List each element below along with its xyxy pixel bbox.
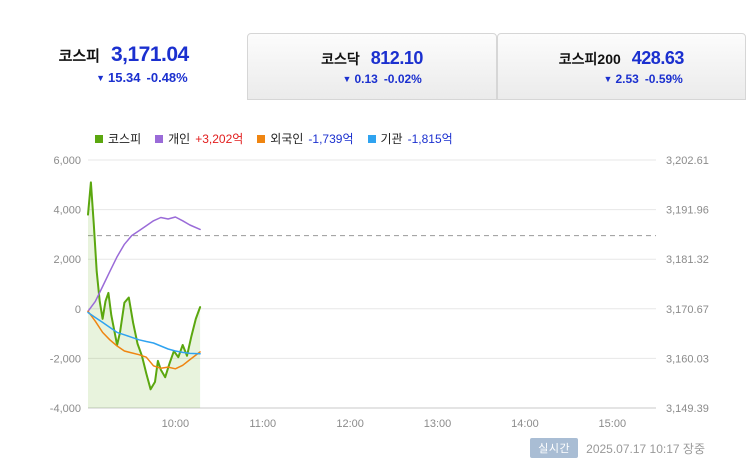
tab-kospi[interactable]: 코스피 3,171.04 ▼ 15.34 -0.48% [0,28,248,100]
chart-legend: 코스피 개인 +3,202억 외국인 -1,739억 기관 -1,815억 [95,130,453,147]
svg-text:2,000: 2,000 [53,254,81,266]
legend-item-kospi: 코스피 [95,130,141,147]
svg-text:0: 0 [75,304,81,316]
svg-text:3,149.39: 3,149.39 [666,403,709,415]
index-name: 코스닥 [321,50,360,67]
institution-swatch-icon [367,134,376,143]
svg-text:10:00: 10:00 [162,418,190,430]
change-percent: -0.02% [383,71,422,86]
index-change: ▼ 15.34 -0.48% [59,70,189,85]
svg-text:12:00: 12:00 [336,418,364,430]
legend-label: 외국인 [270,132,304,146]
change-amount: 2.53 [615,71,639,86]
tab-kospi200[interactable]: 코스피200 428.63 ▼ 2.53 -0.59% [496,33,746,100]
index-value: 812.10 [370,47,424,68]
svg-text:-2,000: -2,000 [50,353,81,365]
tab-kospi200-content: 코스피200 428.63 ▼ 2.53 -0.59% [558,47,685,86]
index-tabs: 코스피 3,171.04 ▼ 15.34 -0.48% 코스닥 812.10 ▼ 0.13… [0,28,746,100]
chart-footer: 실시간 2025.07.17 10:17 장중 [530,438,705,458]
svg-text:3,181.32: 3,181.32 [666,254,709,266]
index-change: ▼ 0.13 -0.02% [321,72,423,86]
legend-value: -1,815억 [407,132,453,146]
timestamp: 2025.07.17 10:17 장중 [586,441,705,456]
change-percent: -0.48% [146,70,188,85]
svg-text:6,000: 6,000 [53,155,81,167]
svg-text:3,160.03: 3,160.03 [666,353,709,365]
tab-kosdaq-content: 코스닥 812.10 ▼ 0.13 -0.02% [321,48,423,86]
individual-swatch-icon [155,134,164,143]
tab-kosdaq[interactable]: 코스닥 812.10 ▼ 0.13 -0.02% [247,33,497,100]
foreigner-swatch-icon [257,134,266,143]
down-arrow-icon: ▼ [342,73,352,84]
svg-text:15:00: 15:00 [599,418,627,430]
svg-text:11:00: 11:00 [249,418,276,430]
svg-text:4,000: 4,000 [53,205,81,217]
svg-text:13:00: 13:00 [424,418,452,430]
realtime-badge: 실시간 [530,438,579,458]
index-value: 428.63 [631,47,685,68]
legend-item-foreigner: 외국인 -1,739억 [257,130,354,147]
change-amount: 0.13 [354,71,378,86]
change-percent: -0.59% [644,71,683,86]
kospi-swatch-icon [95,134,103,143]
legend-item-institution: 기관 -1,815억 [367,130,453,147]
index-value: 3,171.04 [110,43,189,66]
index-name: 코스피 [58,48,100,65]
legend-value: +3,202억 [195,132,244,146]
legend-label: 코스피 [108,132,142,146]
legend-label: 기관 [380,132,403,146]
index-change: ▼ 2.53 -0.59% [559,72,684,86]
down-arrow-icon: ▼ [603,73,613,84]
svg-text:3,170.67: 3,170.67 [666,304,709,316]
svg-text:14:00: 14:00 [511,418,539,430]
down-arrow-icon: ▼ [96,73,105,83]
legend-item-individual: 개인 +3,202억 [155,130,243,147]
svg-text:3,191.96: 3,191.96 [666,205,709,217]
legend-label: 개인 [168,132,191,146]
tab-kospi-content: 코스피 3,171.04 ▼ 15.34 -0.48% [58,43,190,85]
svg-text:3,202.61: 3,202.61 [666,155,709,167]
change-amount: 15.34 [107,70,141,85]
svg-text:-4,000: -4,000 [50,403,81,415]
trend-chart: -4,000 3,149.39 -2,000 3,160.03 0 3,170.67 2,0… [50,155,709,430]
legend-value: -1,739억 [308,132,354,146]
index-name: 코스피200 [558,50,621,67]
